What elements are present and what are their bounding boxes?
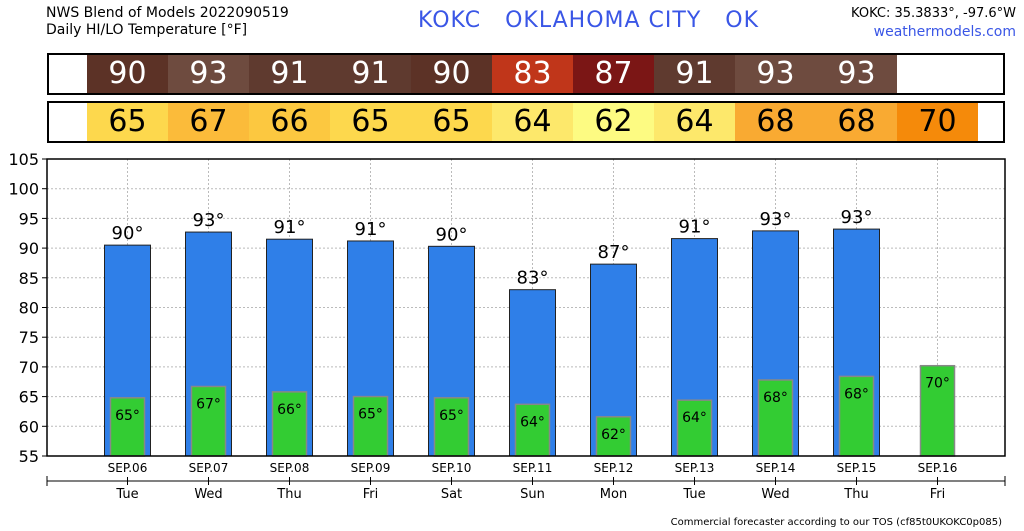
low-temp-cell: 65 [330, 103, 411, 141]
weekday-label: Sun [520, 487, 545, 502]
low-temp-cell: 66 [249, 103, 330, 141]
high-temp-cell: 90 [411, 55, 492, 93]
low-bar [352, 395, 389, 457]
y-tick-label: 55 [19, 447, 39, 466]
high-bar-label: 91° [355, 219, 387, 240]
x-tick-label: SEP.08 [270, 461, 310, 475]
weekday-label: Tue [115, 487, 138, 502]
x-tick-label: SEP.13 [675, 461, 715, 475]
low-temp-cell: 64 [654, 103, 735, 141]
low-bar [190, 385, 227, 457]
low-bar [109, 397, 146, 457]
low-bar [595, 416, 632, 457]
high-temp-cell: 93 [168, 55, 249, 93]
weekday-label: Fri [930, 487, 946, 502]
header-source: NWS Blend of Models 2022090519 Daily HI/… [46, 5, 289, 39]
y-tick-label: 60 [19, 417, 39, 436]
footer-tos: Commercial forecaster according to our T… [670, 517, 1002, 528]
low-bar-label: 64° [520, 414, 545, 430]
x-tick-label: SEP.07 [189, 461, 229, 475]
weekday-label: Wed [761, 487, 789, 502]
low-temp-cell: 65 [87, 103, 168, 141]
low-bar-label: 62° [601, 427, 626, 443]
low-bar-label: 65° [439, 408, 464, 424]
high-bar-label: 93° [841, 207, 873, 228]
low-bar-label: 70° [925, 376, 950, 392]
y-tick-label: 70 [19, 358, 39, 377]
low-bar-label: 68° [763, 390, 788, 406]
low-bar-label: 66° [277, 402, 302, 418]
low-bar [676, 399, 713, 457]
low-bar [757, 379, 794, 457]
high-temp-cell: 83 [492, 55, 573, 93]
low-bar-label: 68° [844, 386, 869, 402]
low-temp-cell: 70 [897, 103, 978, 141]
high-temp-cell: 91 [330, 55, 411, 93]
y-tick-label: 80 [19, 299, 39, 318]
weekday-label: Thu [276, 487, 301, 502]
low-temp-cell: 64 [492, 103, 573, 141]
high-bar-label: 93° [193, 210, 225, 231]
y-tick-label: 85 [19, 269, 39, 288]
site-link[interactable]: weathermodels.com [873, 24, 1016, 40]
weekday-label: Thu [843, 487, 868, 502]
station-title: KOKC OKLAHOMA CITY OK [418, 8, 759, 33]
low-bar-label: 65° [115, 408, 140, 424]
weekday-label: Fri [363, 487, 379, 502]
high-temp-cell: 87 [573, 55, 654, 93]
low-temp-cell: 62 [573, 103, 654, 141]
high-temp-strip: 90 93 91 91 90 83 87 91 93 93 [47, 53, 1005, 95]
high-temp-cell: 93 [816, 55, 897, 93]
high-bar-label: 83° [517, 268, 549, 289]
y-tick-label: 75 [19, 328, 39, 347]
header-info: KOKC: 35.3833°, -97.6°W weathermodels.co… [851, 5, 1016, 41]
model-run-label: NWS Blend of Models 2022090519 [46, 5, 289, 21]
weekday-label: Sat [441, 487, 462, 502]
weekday-label: Mon [600, 487, 627, 502]
plot-frame [46, 158, 1006, 457]
product-label: Daily HI/LO Temperature [°F] [46, 22, 248, 38]
high-temp-cell: 93 [735, 55, 816, 93]
low-temp-strip: 65 67 66 65 65 64 62 64 68 68 70 [47, 101, 1005, 143]
axis-layer: 55 60 65 70 75 80 85 90 95 100 105 SEP.06 Tue SEP.07 W… [8, 150, 1006, 502]
x-tick-label: SEP.10 [432, 461, 472, 475]
high-bar-label: 91° [679, 217, 711, 238]
x-tick-label: SEP.09 [351, 461, 391, 475]
y-tick-label: 105 [8, 150, 39, 169]
x-tick-label: SEP.14 [756, 461, 796, 475]
high-temp-cell: 91 [249, 55, 330, 93]
low-temp-cell: 68 [816, 103, 897, 141]
high-bar-label: 90° [112, 223, 144, 244]
high-bar-label: 90° [436, 224, 468, 245]
low-bar [838, 375, 875, 457]
low-bar-label: 65° [358, 407, 383, 423]
high-temp-cell: 91 [654, 55, 735, 93]
low-bar-label: 67° [196, 397, 221, 413]
high-bar-label: 87° [598, 242, 630, 263]
y-tick-label: 65 [19, 388, 39, 407]
weekday-label: Wed [194, 487, 222, 502]
weekday-label: Tue [682, 487, 705, 502]
low-temp-cell: 67 [168, 103, 249, 141]
y-tick-label: 90 [19, 239, 39, 258]
high-bar-label: 91° [274, 217, 306, 238]
x-tick-label: SEP.06 [108, 461, 148, 475]
low-bar [433, 397, 470, 457]
high-bar-label: 93° [760, 209, 792, 230]
bars-layer: 90° 65° 93° 67° 91° 66° 91° 65° 90° 65° 83° 64° 87° 6… [104, 207, 956, 457]
x-tick-label: SEP.16 [918, 461, 958, 475]
y-tick-label: 95 [19, 209, 39, 228]
low-temp-cell: 68 [735, 103, 816, 141]
high-temp-cell: 90 [87, 55, 168, 93]
x-tick-label: SEP.12 [594, 461, 634, 475]
station-coords: KOKC: 35.3833°, -97.6°W [851, 6, 1016, 21]
x-tick-label: SEP.11 [513, 461, 553, 475]
low-temp-cell: 65 [411, 103, 492, 141]
low-bar-label: 64° [682, 410, 707, 426]
y-tick-label: 100 [8, 180, 39, 199]
x-tick-label: SEP.15 [837, 461, 877, 475]
